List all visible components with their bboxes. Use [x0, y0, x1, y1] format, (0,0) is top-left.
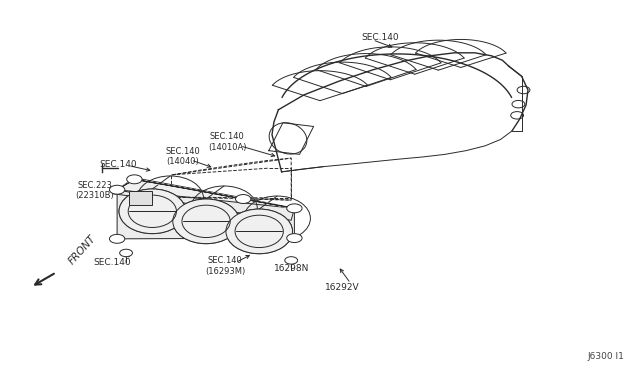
Ellipse shape	[173, 199, 239, 244]
FancyBboxPatch shape	[129, 191, 152, 205]
Text: SEC.140: SEC.140	[362, 33, 399, 42]
Circle shape	[127, 175, 142, 184]
Text: 16292V: 16292V	[325, 283, 360, 292]
Text: SEC.140: SEC.140	[93, 258, 131, 267]
Text: SEC.140
(14010A): SEC.140 (14010A)	[208, 132, 246, 152]
Text: SEC.140
(16293M): SEC.140 (16293M)	[205, 256, 245, 276]
Ellipse shape	[119, 189, 186, 234]
Ellipse shape	[173, 199, 239, 244]
Polygon shape	[117, 179, 294, 208]
Polygon shape	[117, 178, 294, 220]
Ellipse shape	[119, 189, 186, 234]
Text: SEC.140: SEC.140	[100, 160, 137, 169]
Text: 16298N: 16298N	[273, 264, 309, 273]
Circle shape	[109, 234, 125, 243]
Ellipse shape	[226, 209, 292, 254]
Text: FRONT: FRONT	[67, 233, 99, 266]
Circle shape	[120, 249, 132, 257]
Circle shape	[236, 195, 251, 203]
Text: SEC.223
(22310B): SEC.223 (22310B)	[76, 181, 114, 200]
Text: J6300 I1: J6300 I1	[587, 352, 624, 361]
Text: SEC.140
(14040): SEC.140 (14040)	[165, 147, 200, 166]
Polygon shape	[117, 190, 294, 239]
Circle shape	[287, 234, 302, 243]
Circle shape	[285, 257, 298, 264]
Circle shape	[287, 204, 302, 213]
Ellipse shape	[226, 209, 292, 254]
Circle shape	[109, 185, 125, 194]
